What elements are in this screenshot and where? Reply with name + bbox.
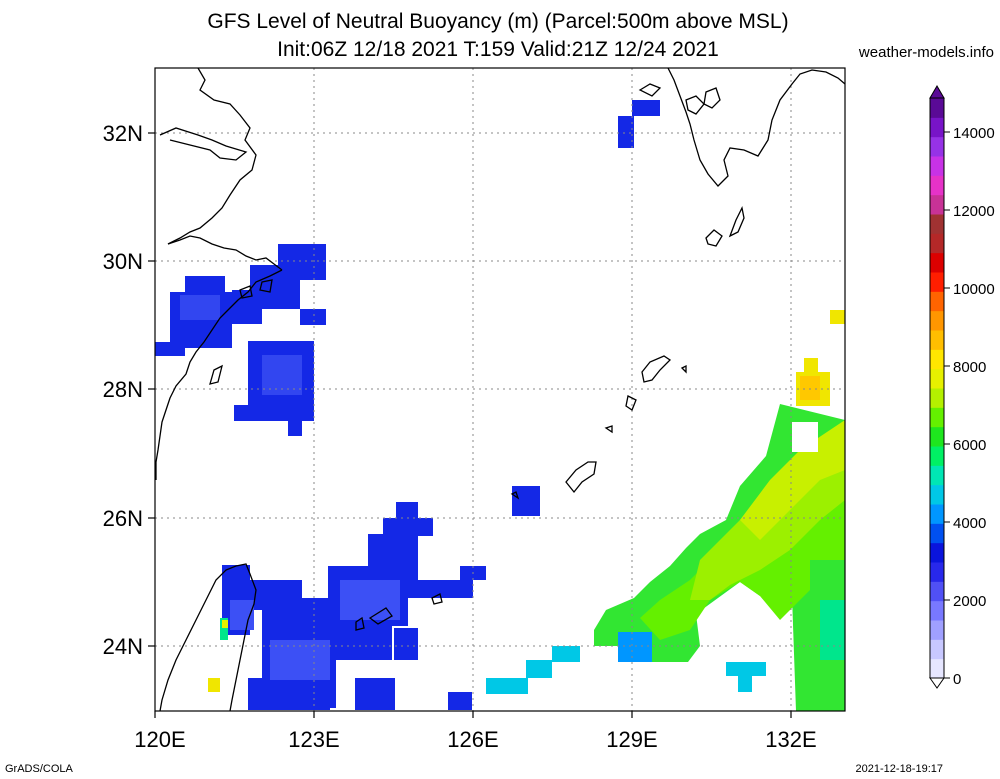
- colorbar-label-14000: 14000: [953, 125, 995, 142]
- lat-label-28n: 28N: [103, 377, 143, 402]
- colorbar-label-4000: 4000: [953, 515, 986, 532]
- colorbar-segment: [930, 581, 944, 602]
- colorbar-segment: [930, 620, 944, 640]
- source-label: weather-models.info: [858, 44, 994, 61]
- blue-region-north: [155, 244, 326, 436]
- colorbar-segment: [930, 523, 944, 544]
- colorbar: [929, 85, 945, 689]
- map-title-line2: Init:06Z 12/18 2021 T:159 Valid:21Z 12/2…: [277, 38, 719, 61]
- colorbar-segment: [930, 194, 944, 215]
- cyan-taiwan-patch: [220, 618, 228, 640]
- colorbar-segment: [930, 465, 944, 486]
- blue-shade-south: [230, 580, 400, 680]
- colorbar-segment: [930, 156, 944, 176]
- colorbar-segment: [930, 639, 944, 660]
- lon-labels: 120E 123E 126E 129E 132E: [134, 727, 816, 752]
- colorbar-label-2000: 2000: [953, 593, 986, 610]
- lon-label-129e: 129E: [606, 727, 657, 752]
- lat-label-24n: 24N: [103, 634, 143, 659]
- colorbar-segment: [930, 542, 944, 563]
- lat-labels: 32N 30N 28N 26N 24N: [103, 121, 143, 659]
- colorbar-segment: [930, 368, 944, 389]
- colorbar-segment: [930, 562, 944, 582]
- colorbar-label-12000: 12000: [953, 203, 995, 220]
- blue-shade-north: [180, 295, 302, 395]
- colorbar-segment: [930, 407, 944, 428]
- axis-ticks: [148, 132, 792, 718]
- colorbar-segment: [930, 658, 944, 679]
- lon-label-120e: 120E: [134, 727, 185, 752]
- buoyancy-field: [155, 100, 845, 711]
- colorbar-segment: [930, 175, 944, 196]
- colorbar-segment: [930, 117, 944, 138]
- colorbar-segment: [930, 349, 944, 370]
- blue-region-kyushu: [618, 100, 660, 148]
- lon-label-123e: 123E: [288, 727, 339, 752]
- coastlines: [155, 68, 845, 711]
- colorbar-segment: [930, 272, 944, 292]
- blue-region-south: [222, 486, 540, 710]
- footer-grads-label: GrADS/COLA: [5, 763, 73, 775]
- colorbar-segment: [930, 504, 944, 524]
- yellow-taiwan-patch: [222, 620, 228, 628]
- lon-label-126e: 126E: [447, 727, 498, 752]
- colorbar-segment: [930, 252, 944, 273]
- colorbar-segment: [930, 426, 944, 447]
- colorbar-segment: [930, 330, 944, 350]
- colorbar-labels: 14000 12000 10000 8000 6000 4000 2000 0: [953, 125, 995, 688]
- lat-label-32n: 32N: [103, 121, 143, 146]
- colorbar-segment: [930, 136, 944, 157]
- colorbar-segment: [930, 214, 944, 234]
- orange-patch: [800, 376, 820, 400]
- footer-timestamp: 2021-12-18-19:17: [855, 763, 943, 775]
- lat-label-26n: 26N: [103, 506, 143, 531]
- colorbar-label-0: 0: [953, 671, 961, 688]
- colorbar-segment: [930, 484, 944, 505]
- colorbar-bottom-arrow: [929, 677, 945, 689]
- colorbar-segment: [930, 446, 944, 466]
- map-title-line1: GFS Level of Neutral Buoyancy (m) (Parce…: [207, 10, 789, 33]
- lat-label-30n: 30N: [103, 249, 143, 274]
- colorbar-segment: [930, 600, 944, 621]
- colorbar-label-8000: 8000: [953, 359, 986, 376]
- colorbar-segment: [930, 233, 944, 254]
- colorbar-segment: [930, 98, 944, 118]
- lon-label-132e: 132E: [765, 727, 816, 752]
- colorbar-segment: [930, 291, 944, 312]
- colorbar-label-6000: 6000: [953, 437, 986, 454]
- gridlines: [155, 68, 845, 711]
- colorbar-top-arrow: [929, 85, 945, 99]
- colorbar-segment: [930, 388, 944, 408]
- colorbar-ticks: [944, 131, 950, 679]
- colorbar-label-10000: 10000: [953, 281, 995, 298]
- colorbar-segment: [930, 310, 944, 331]
- green-band: [594, 404, 845, 711]
- colorbar-frame: [929, 97, 945, 679]
